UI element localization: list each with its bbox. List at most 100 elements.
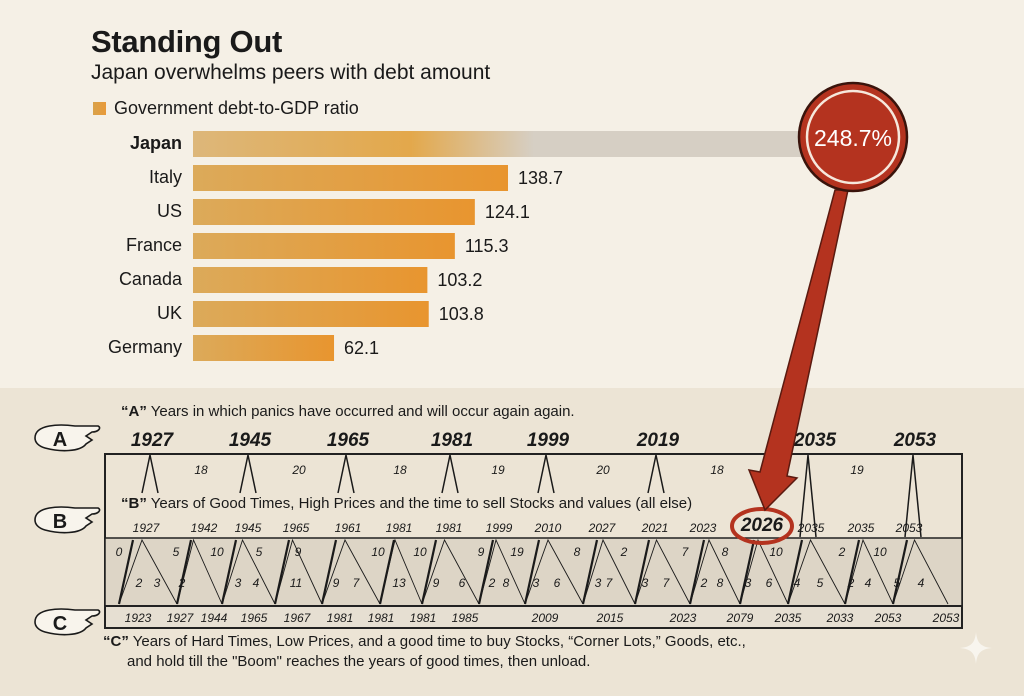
cycle-lower-number: 3 <box>642 576 649 590</box>
b-year-label: 2010 <box>534 521 562 535</box>
cycle-line-bold <box>891 539 909 605</box>
cycle-triangle-thin <box>787 538 846 605</box>
b-year-label: 2053 <box>895 521 923 535</box>
caption-c-text-line2: and hold till the "Boom" reaches the yea… <box>127 653 591 670</box>
cycle-line-bold <box>738 539 756 605</box>
legend: Government debt-to-GDP ratio <box>93 98 359 119</box>
c-year-label: 1944 <box>201 611 228 625</box>
bar-japan <box>193 131 813 157</box>
badge-letter: A <box>53 429 67 451</box>
cycle-lower-number: 5 <box>817 576 824 590</box>
b-year-label: 1961 <box>335 521 362 535</box>
cycle-lower-number: 6 <box>766 576 773 590</box>
cycle-upper-number: 10 <box>413 545 427 559</box>
bar <box>193 199 475 225</box>
a-peak <box>647 454 665 494</box>
cycle-lower-number: 11 <box>290 576 302 590</box>
a-peak <box>537 454 555 494</box>
c-year-label: 1923 <box>125 611 152 625</box>
b-year-label: 2027 <box>588 521 617 535</box>
cycle-triangle-thin <box>892 538 949 605</box>
cycle-lower-number: 4 <box>918 576 925 590</box>
a-interval-label: 19 <box>850 463 864 477</box>
chart-subtitle: Japan overwhelms peers with debt amount <box>91 61 491 84</box>
legend-label: Government debt-to-GDP ratio <box>114 98 359 118</box>
cycle-line-bold <box>786 539 804 605</box>
cycle-lower-number: 2 <box>700 576 708 590</box>
caption-a-text: Years in which panics have occurred and … <box>146 403 575 420</box>
c-year-label: 2009 <box>531 611 559 625</box>
cycle-upper-number: 7 <box>682 545 690 559</box>
cycle-lower-number: 9 <box>333 576 340 590</box>
b-year-label: 1965 <box>283 521 310 535</box>
cycle-upper-number: 8 <box>574 545 581 559</box>
cycle-upper-number: 5 <box>256 545 263 559</box>
a-year-label: 2053 <box>893 430 937 451</box>
cycle-line-bold <box>477 539 495 605</box>
c-year-label: 1927 <box>167 611 195 625</box>
a-year-label: 1981 <box>431 430 473 451</box>
cycle-upper-number: 10 <box>769 545 783 559</box>
middle-band <box>104 537 963 607</box>
bar-value-label: 103.8 <box>439 304 484 324</box>
cycle-lower-number: 7 <box>353 576 361 590</box>
cycle-lower-number: 3 <box>595 576 602 590</box>
a-interval-label: 18 <box>194 463 208 477</box>
cycle-lower-number: 2 <box>178 576 186 590</box>
cycle-lower-number: 2 <box>847 576 855 590</box>
a-peak <box>441 454 459 494</box>
cycle-lower-number: 6 <box>459 576 466 590</box>
cycle-triangle-thin <box>582 538 636 605</box>
bar-group: Japan Italy 138.7 US 124.1 France 115.3 Canada 1… <box>108 131 813 361</box>
caption-a: “A” Years in which panics have occurred … <box>121 402 575 422</box>
cycle-line-bold <box>220 539 238 605</box>
c-year-label: 2053 <box>932 611 960 625</box>
bar-value-label: 103.2 <box>437 270 482 290</box>
bar-category-label: Canada <box>119 269 183 289</box>
b-year-label: 1981 <box>436 521 463 535</box>
cycle-line-bold <box>378 539 396 605</box>
c-year-label: 2035 <box>774 611 802 625</box>
caption-a-label: “A” <box>121 403 147 420</box>
a-interval-label: 19 <box>491 463 505 477</box>
b-year-label: 1927 <box>133 521 161 535</box>
cycle-line-bold <box>273 539 291 605</box>
badge-b-hand-icon: B <box>34 506 101 534</box>
cycle-lower-number: 4 <box>794 576 801 590</box>
bar <box>193 301 429 327</box>
cycle-upper-number: 2 <box>838 545 846 559</box>
cycle-triangle-thin <box>118 538 178 605</box>
a-interval-label: 20 <box>595 463 610 477</box>
cycle-upper-number: 10 <box>210 545 224 559</box>
cycle-lower-number: 13 <box>392 576 406 590</box>
b-year-label: 1999 <box>486 521 513 535</box>
a-interval-label: 18 <box>393 463 407 477</box>
cycle-upper-number: 10 <box>371 545 385 559</box>
caption-b-label: “B” <box>121 495 147 512</box>
cycle-lower-number: 3 <box>235 576 242 590</box>
cycle-triangle-thin <box>634 538 691 605</box>
c-year-label: 2053 <box>874 611 902 625</box>
a-year-label: 1927 <box>131 430 175 451</box>
cycle-lower-number: 5 <box>894 576 901 590</box>
callout-value-japan: 248.7% <box>814 125 892 151</box>
bar-category-label: Germany <box>108 337 182 357</box>
cycle-upper-number: 5 <box>173 545 180 559</box>
cycle-upper-number: 9 <box>478 545 485 559</box>
a-peak <box>337 454 355 494</box>
cycle-lower-number: 3 <box>745 576 752 590</box>
caption-c-label: “C” <box>103 633 129 650</box>
b-year-label: 2035 <box>797 521 825 535</box>
cycle-lower-number: 6 <box>554 576 561 590</box>
cycle-line-bold <box>175 539 193 605</box>
cycle-lower-number: 2 <box>135 576 143 590</box>
a-peak <box>141 454 159 494</box>
callout-overlay: 248.7% <box>730 81 909 545</box>
c-year-label: 2015 <box>596 611 624 625</box>
cycle-triangle-thin <box>221 538 276 605</box>
cycle-lower-number: 4 <box>253 576 260 590</box>
a-year-label: 1965 <box>327 430 370 451</box>
legend-swatch <box>93 102 106 115</box>
cycle-triangle-thin <box>524 538 584 605</box>
